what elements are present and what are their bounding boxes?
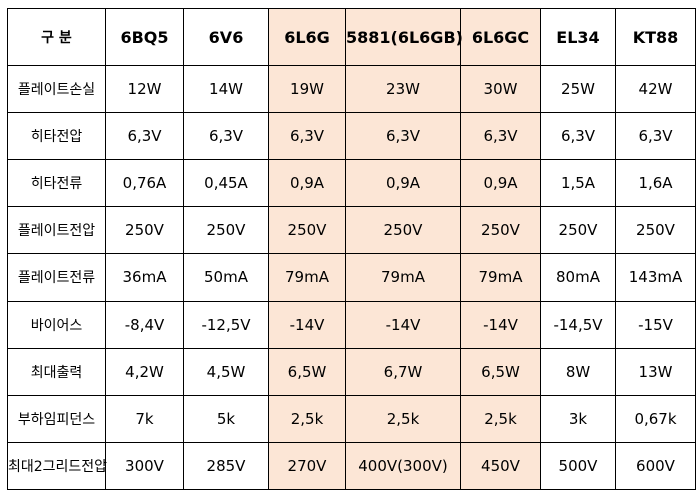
tube-name: 6L6GC: [460, 8, 541, 66]
cell-value: 270V: [268, 441, 346, 491]
header-row: 구 분 6BQ5 6V6 6L6G 5881(6L6GB) 6L6GC EL34 KT88: [7, 8, 696, 66]
row-label: 바이어스: [7, 300, 106, 349]
cell-value: 4,5W: [183, 347, 269, 396]
cell-value: 250V: [183, 206, 269, 255]
cell-value: 6,3V: [268, 112, 346, 161]
tube-name: 6L6G: [268, 8, 346, 66]
table-row: 플레이트전압 250V 250V 250V 250V 250V 250V 250V: [7, 206, 696, 255]
cell-value: 0,67k: [615, 394, 696, 443]
cell-value: -8,4V: [105, 300, 184, 349]
tube-name: 5881(6L6GB): [345, 8, 463, 66]
cell-value: 14W: [183, 64, 269, 114]
cell-value: 4,2W: [105, 347, 184, 396]
cell-value: 500V: [540, 441, 616, 491]
cell-value: -14V: [345, 300, 461, 349]
table-body: 플레이트손실 12W 14W 19W 23W 30W 25W 42W 히타전압 6,3V 6,3V 6…: [7, 64, 696, 491]
cell-value: 42W: [615, 64, 696, 114]
row-label: 히타전류: [7, 159, 106, 208]
cell-value: 6,7W: [345, 347, 461, 396]
cell-value: 13W: [615, 347, 696, 396]
cell-value: 36mA: [105, 253, 184, 302]
tube-name: EL34: [540, 8, 616, 66]
cell-value: 6,3V: [615, 112, 696, 161]
cell-value: 3k: [540, 394, 616, 443]
tube-name: 6V6: [183, 8, 269, 66]
cell-value: 6,5W: [268, 347, 346, 396]
cell-value: 50mA: [183, 253, 269, 302]
tube-name: 6BQ5: [105, 8, 184, 66]
table-row: 바이어스 -8,4V -12,5V -14V -14V -14V -14,5V -15V: [7, 300, 696, 349]
cell-value: 30W: [460, 64, 541, 114]
cell-value: 250V: [460, 206, 541, 255]
cell-value: 8W: [540, 347, 616, 396]
cell-value: 285V: [183, 441, 269, 491]
cell-value: 25W: [540, 64, 616, 114]
cell-value: 7k: [105, 394, 184, 443]
row-label: 히타전압: [7, 112, 106, 161]
row-label: 플레이트전류: [7, 253, 106, 302]
cell-value: -15V: [615, 300, 696, 349]
cell-value: 0,45A: [183, 159, 269, 208]
cell-value: 80mA: [540, 253, 616, 302]
cell-value: 19W: [268, 64, 346, 114]
cell-value: 6,5W: [460, 347, 541, 396]
cell-value: 250V: [615, 206, 696, 255]
table-row: 최대출력 4,2W 4,5W 6,5W 6,7W 6,5W 8W 13W: [7, 347, 696, 396]
cell-value: 23W: [345, 64, 461, 114]
cell-value: 79mA: [460, 253, 541, 302]
table-row: 히타전류 0,76A 0,45A 0,9A 0,9A 0,9A 1,5A 1,6A: [7, 159, 696, 208]
row-label: 플레이트전압: [7, 206, 106, 255]
table-row: 플레이트손실 12W 14W 19W 23W 30W 25W 42W: [7, 64, 696, 114]
cell-value: 12W: [105, 64, 184, 114]
spec-table: 구 분 6BQ5 6V6 6L6G 5881(6L6GB) 6L6GC EL34 KT88 플…: [7, 8, 696, 491]
cell-value: 79mA: [345, 253, 461, 302]
header-label: 구 분: [7, 8, 106, 66]
table-row: 부하임피던스 7k 5k 2,5k 2,5k 2,5k 3k 0,67k: [7, 394, 696, 443]
cell-value: 0,76A: [105, 159, 184, 208]
cell-value: 600V: [615, 441, 696, 491]
cell-value: -14V: [460, 300, 541, 349]
cell-value: 250V: [540, 206, 616, 255]
cell-value: -14,5V: [540, 300, 616, 349]
cell-value: 6,3V: [540, 112, 616, 161]
cell-value: 2,5k: [268, 394, 346, 443]
cell-value: 5k: [183, 394, 269, 443]
cell-value: 0,9A: [460, 159, 541, 208]
cell-value: 300V: [105, 441, 184, 491]
cell-value: 450V: [460, 441, 541, 491]
cell-value: 79mA: [268, 253, 346, 302]
cell-value: 6,3V: [345, 112, 461, 161]
row-label: 플레이트손실: [7, 64, 106, 114]
tube-name: KT88: [615, 8, 696, 66]
cell-value: 1,5A: [540, 159, 616, 208]
cell-value: 6,3V: [105, 112, 184, 161]
cell-value: 2,5k: [460, 394, 541, 443]
table-row: 최대2그리드전압 300V 285V 270V 400V(300V) 450V 500V 60…: [7, 441, 696, 491]
cell-value: 250V: [105, 206, 184, 255]
cell-value: 2,5k: [345, 394, 461, 443]
cell-value: 400V(300V): [345, 441, 461, 491]
cell-value: 250V: [268, 206, 346, 255]
cell-value: 6,3V: [460, 112, 541, 161]
cell-value: 1,6A: [615, 159, 696, 208]
table-row: 플레이트전류 36mA 50mA 79mA 79mA 79mA 80mA 143mA: [7, 253, 696, 302]
cell-value: 6,3V: [183, 112, 269, 161]
table-row: 히타전압 6,3V 6,3V 6,3V 6,3V 6,3V 6,3V 6,3V: [7, 112, 696, 161]
cell-value: -12,5V: [183, 300, 269, 349]
spec-table-container: 구 분 6BQ5 6V6 6L6G 5881(6L6GB) 6L6GC EL34 KT88 플…: [7, 8, 696, 491]
row-label: 최대출력: [7, 347, 106, 396]
cell-value: 0,9A: [345, 159, 461, 208]
row-label: 부하임피던스: [7, 394, 106, 443]
cell-value: -14V: [268, 300, 346, 349]
cell-value: 143mA: [615, 253, 696, 302]
row-label: 최대2그리드전압: [7, 441, 107, 491]
cell-value: 0,9A: [268, 159, 346, 208]
cell-value: 250V: [345, 206, 461, 255]
table-header: 구 분 6BQ5 6V6 6L6G 5881(6L6GB) 6L6GC EL34 KT88: [7, 8, 696, 66]
